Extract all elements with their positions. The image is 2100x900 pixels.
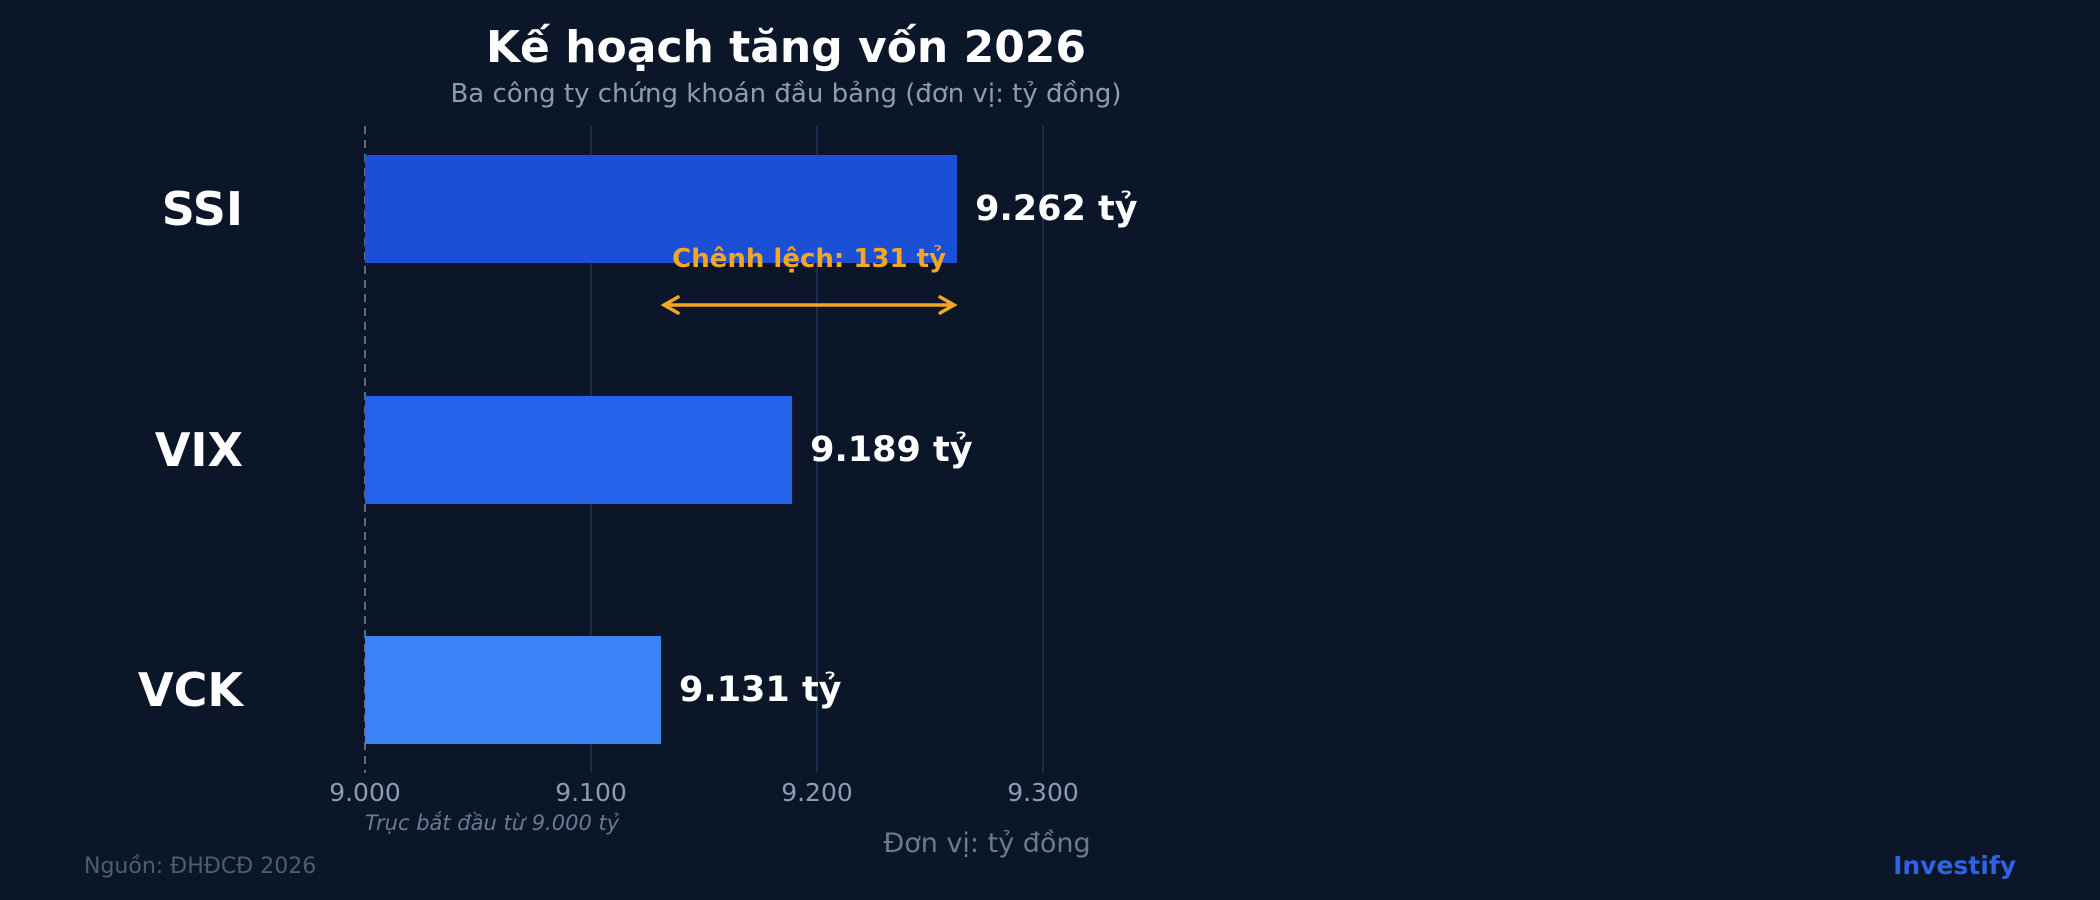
x-axis-label: Đơn vị: tỷ đồng <box>883 828 1090 859</box>
x-tick-label: 9.100 <box>555 778 627 807</box>
category-label: SSI <box>162 182 243 236</box>
x-tick-label: 9.200 <box>781 778 853 807</box>
bar-ssi <box>365 155 958 263</box>
chart-title: Kế hoạch tăng vốn 2026 <box>485 22 1087 73</box>
chart-subtitle: Ba công ty chứng khoán đầu bảng (đơn vị:… <box>450 79 1122 109</box>
category-label: VCK <box>138 663 245 717</box>
x-axis-ticks: 9.000 9.100 9.200 9.300 <box>329 778 1079 807</box>
value-label: 9.262 tỷ <box>975 189 1138 229</box>
category-label: VIX <box>155 423 243 477</box>
baseline-note: Trục bắt đầu từ 9.000 tỷ <box>365 811 620 835</box>
brand-logo: Investify <box>1893 851 2016 880</box>
arrow-head-right <box>938 295 958 315</box>
source-note: Nguồn: ĐHĐCĐ 2026 <box>84 854 317 879</box>
bar-vck <box>365 636 662 744</box>
arrow-head-left <box>660 295 680 315</box>
value-label: 9.189 tỷ <box>810 430 973 470</box>
bar-vix <box>365 396 793 504</box>
difference-annotation: Chênh lệch: 131 tỷ <box>660 244 958 315</box>
x-tick-label: 9.300 <box>1007 778 1079 807</box>
x-tick-label: 9.000 <box>329 778 401 807</box>
bars: SSI 9.262 tỷ VIX 9.189 tỷ VCK 9.131 tỷ <box>138 155 1138 744</box>
annotation-label: Chênh lệch: 131 tỷ <box>672 244 946 274</box>
value-label: 9.131 tỷ <box>679 670 842 710</box>
